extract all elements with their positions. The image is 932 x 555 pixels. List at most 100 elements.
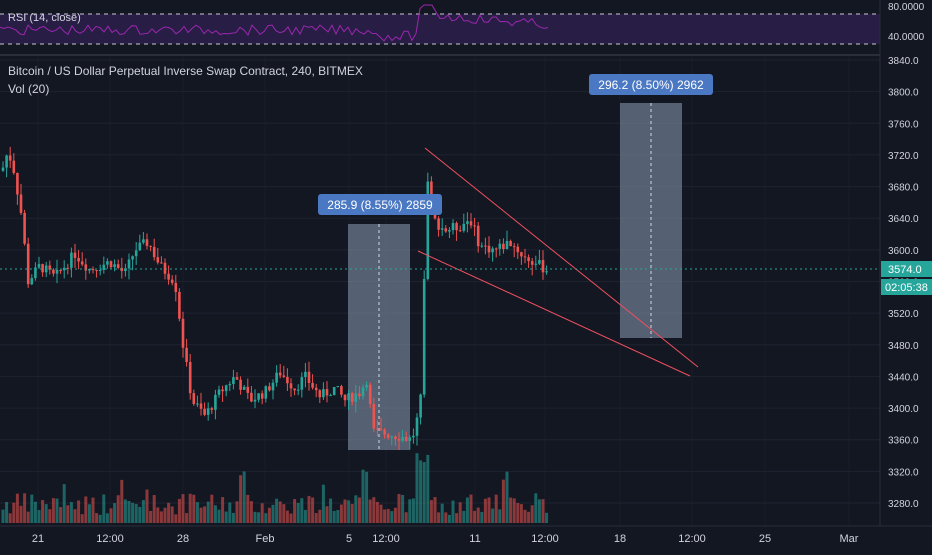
volume-bar: [41, 500, 45, 523]
volume-bar: [260, 503, 264, 523]
trendline-upper[interactable]: [424, 147, 699, 368]
volume-bar: [116, 495, 120, 523]
candle-body: [448, 230, 451, 232]
volume-bar: [357, 497, 361, 523]
candle-body: [253, 399, 257, 402]
candle-body: [372, 404, 376, 429]
candle-body: [196, 403, 199, 405]
volume-bar: [519, 504, 523, 523]
volume-bars: [1, 453, 549, 523]
candle-body: [408, 437, 412, 441]
candle-body: [509, 240, 512, 247]
volume-bar: [404, 512, 408, 523]
volume-bar: [318, 509, 322, 523]
candle-body: [127, 259, 131, 269]
candle-body: [55, 269, 59, 274]
trendline-lower[interactable]: [417, 250, 691, 377]
volume-bar: [350, 503, 354, 523]
volume-bar: [141, 500, 145, 523]
volume-bar: [217, 509, 221, 523]
candle-body: [5, 155, 8, 168]
candle-body: [491, 248, 494, 253]
measure-label-2[interactable]: 296.2 (8.50%) 2962: [589, 74, 713, 95]
candle-body: [37, 264, 41, 268]
price-tick-label: 3520.0: [888, 309, 919, 320]
measure-label-2-text: 296.2 (8.50%) 2962: [598, 78, 704, 92]
volume-bar: [271, 504, 275, 523]
volume-bar: [465, 497, 469, 523]
volume-bar: [77, 500, 81, 523]
price-tick-label: 3360.0: [888, 436, 919, 447]
volume-bar: [26, 511, 30, 523]
price-tick-label: 3720.0: [888, 151, 919, 162]
candle-body: [520, 252, 523, 257]
volume-bar: [433, 497, 437, 523]
candle-body: [8, 155, 12, 161]
time-axis[interactable]: 21 12:00 28 Feb 5 12:00 11 12:00 18 12:00 25 Mar: [0, 525, 932, 545]
candle-body: [538, 260, 541, 264]
volume-bar: [231, 512, 235, 523]
candle-body: [232, 377, 235, 385]
rsi-line: [0, 4, 549, 42]
candle-body: [80, 261, 84, 265]
candle-body: [19, 194, 23, 213]
candle-body: [365, 384, 368, 388]
candle-body: [419, 394, 422, 418]
volume-bar: [447, 514, 451, 523]
volume-bar: [188, 493, 192, 523]
candle-body: [264, 386, 268, 399]
candle-body: [347, 393, 350, 401]
volume-bar: [462, 510, 466, 523]
volume-bar: [249, 501, 253, 523]
measure-label-2-bg: [589, 74, 713, 95]
volume-bar: [415, 453, 419, 523]
volume-bar: [483, 498, 487, 523]
candle-body: [368, 384, 372, 405]
volume-bar: [159, 511, 163, 523]
volume-bar: [203, 506, 207, 523]
candle-body: [336, 386, 340, 388]
candle-body: [322, 389, 325, 398]
volume-bar: [80, 514, 84, 523]
measure-label-1[interactable]: 285.9 (8.55%) 2859: [318, 194, 442, 215]
volume-bar: [156, 507, 160, 523]
price-axis[interactable]: 80.0000 40.0000 3840.0 3800.0 3760.0 3720.0…: [879, 0, 932, 526]
volume-bar: [329, 498, 333, 523]
candle-body: [329, 395, 332, 397]
volume-bar: [127, 501, 131, 523]
volume-bar: [494, 494, 498, 523]
candle-body: [376, 428, 379, 430]
volume-bar: [386, 508, 390, 523]
measure-label-1-text: 285.9 (8.55%) 2859: [327, 198, 433, 212]
volume-bar: [163, 507, 167, 523]
volume-bar: [246, 494, 250, 523]
price-tick-label: 3480.0: [888, 341, 919, 352]
volume-bar: [102, 494, 106, 523]
candle-body: [361, 387, 365, 397]
measure-label-1-bg: [318, 194, 442, 215]
volume-bar: [23, 493, 27, 523]
candle-body: [167, 273, 170, 280]
volume-bar: [113, 503, 117, 523]
volume-bar: [530, 505, 534, 523]
candle-body: [124, 268, 127, 272]
volume-bar: [437, 512, 441, 523]
candle-body: [34, 267, 37, 279]
time-tick-label: 21: [32, 533, 44, 545]
volume-bar: [451, 500, 455, 523]
rsi-label: RSI (14, close): [8, 12, 81, 24]
candle-body: [307, 371, 311, 383]
candle-body: [530, 261, 534, 265]
volume-bar: [278, 501, 282, 523]
volume-bar: [55, 498, 59, 523]
candle-body: [235, 377, 239, 380]
candle-body: [41, 264, 44, 273]
candle-body: [487, 245, 491, 253]
candle-body: [257, 393, 260, 400]
rsi-pane[interactable]: RSI (14, close): [0, 4, 880, 45]
candle-body: [145, 239, 149, 246]
volume-bar: [123, 499, 127, 523]
measure-box-2[interactable]: [620, 103, 682, 338]
